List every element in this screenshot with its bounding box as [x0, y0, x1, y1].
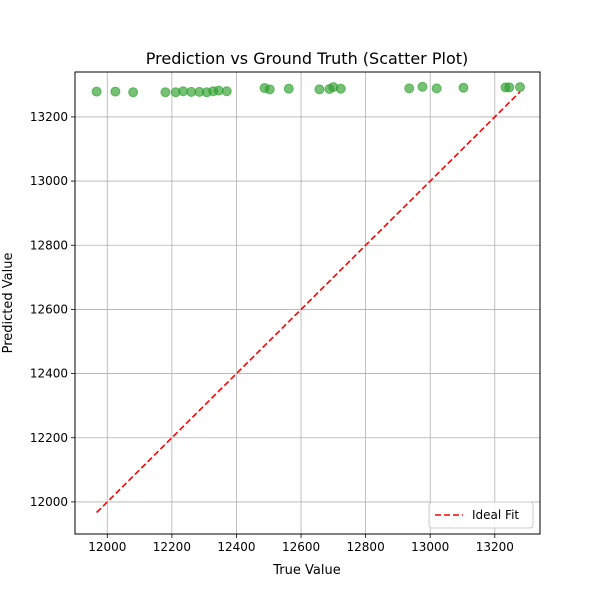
- grid: [75, 72, 540, 534]
- x-tick-label: 12200: [153, 540, 191, 554]
- plot-frame: [74, 71, 541, 535]
- x-axis-label: True Value: [272, 563, 340, 578]
- data-point: [160, 87, 171, 98]
- data-point: [404, 83, 415, 94]
- x-axis-ticks: 12000 12200 12400 12600 12800 13000 13200: [88, 534, 514, 554]
- data-point: [417, 81, 428, 92]
- x-tick-label: 12600: [282, 540, 320, 554]
- x-tick-label: 13200: [476, 540, 514, 554]
- ideal-fit-line: [96, 91, 521, 514]
- y-tick-label: 12600: [30, 302, 68, 316]
- data-point: [431, 83, 442, 94]
- y-tick-label: 12400: [30, 367, 68, 381]
- x-tick-label: 12800: [347, 540, 385, 554]
- x-tick-label: 12000: [88, 540, 126, 554]
- data-point: [110, 86, 121, 97]
- legend: Ideal Fit: [428, 501, 534, 529]
- y-tick-label: 12200: [30, 431, 68, 445]
- data-point: [458, 82, 469, 93]
- chart-title: Prediction vs Ground Truth (Scatter Plot…: [146, 49, 469, 68]
- y-tick-label: 13000: [30, 174, 68, 188]
- data-point: [335, 83, 346, 94]
- y-tick-label: 12800: [30, 238, 68, 252]
- data-point: [264, 84, 275, 95]
- data-point: [514, 82, 525, 93]
- y-axis-ticks: 12000 12200 12400 12600 12800 13000 13200: [30, 110, 75, 509]
- legend-box: [428, 501, 534, 529]
- plot-series: [91, 81, 525, 514]
- legend-label: Ideal Fit: [472, 508, 519, 522]
- data-point: [128, 87, 139, 98]
- y-tick-label: 13200: [30, 110, 68, 124]
- data-point: [91, 86, 102, 97]
- y-tick-label: 12000: [30, 495, 68, 509]
- data-point: [314, 84, 325, 95]
- data-point: [504, 82, 515, 93]
- x-tick-label: 13000: [411, 540, 449, 554]
- x-tick-label: 12400: [217, 540, 255, 554]
- y-axis-label: Predicted Value: [1, 253, 16, 354]
- data-point: [221, 86, 232, 97]
- data-point: [283, 83, 294, 94]
